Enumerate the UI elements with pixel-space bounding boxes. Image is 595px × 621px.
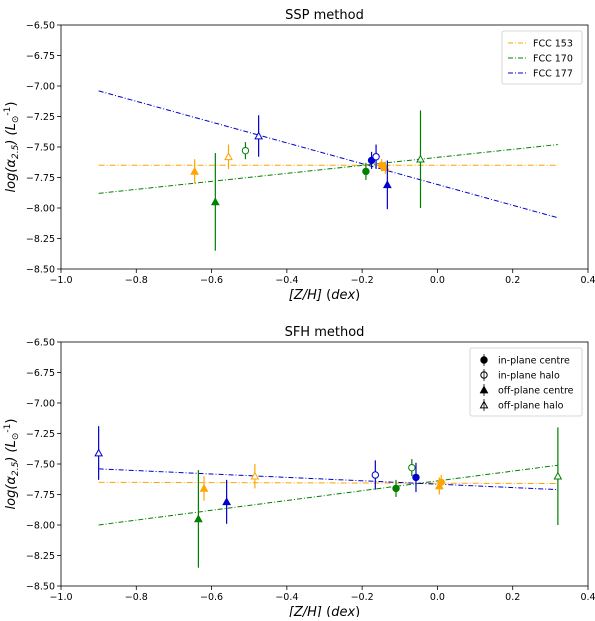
x-tick-label: −0.2 <box>351 592 374 603</box>
y-tick-label: −8.50 <box>26 582 55 593</box>
fit-line <box>98 481 558 485</box>
data-point <box>382 180 392 189</box>
y-tick-label: −7.25 <box>26 429 55 440</box>
y-tick-label: −8.50 <box>26 265 55 276</box>
data-point <box>199 483 209 492</box>
y-tick-label: −7.75 <box>26 490 55 501</box>
y-tick-label: −7.00 <box>26 399 55 410</box>
x-tick-label: 0.0 <box>430 275 445 286</box>
data-point <box>371 471 380 479</box>
chart-title: SSP method <box>285 8 364 23</box>
fit-line <box>98 90 559 219</box>
x-tick-label: −1.0 <box>49 592 72 603</box>
legend-box <box>501 30 583 85</box>
x-tick-label: −1.0 <box>49 275 72 286</box>
y-tick-label: −7.50 <box>26 143 55 154</box>
x-axis-label: [Z/H] (dex) <box>289 288 360 303</box>
data-point <box>224 152 233 161</box>
y-tick-label: −6.75 <box>26 368 55 379</box>
data-point <box>94 448 104 457</box>
y-tick-label: −8.25 <box>26 551 55 562</box>
chart-panel-2: SFH method −1.0 −0.8 −0.6 −0.4 −0.2 0.0 0.2 0.4 −… <box>3 325 595 620</box>
legend-label: off-plane halo <box>498 401 564 412</box>
y-tick-label: −8.00 <box>26 204 55 215</box>
y-tick-label: −6.50 <box>26 338 55 349</box>
x-tick-label: −0.4 <box>275 275 298 286</box>
y-tick-label: −6.75 <box>26 51 55 62</box>
x-tick-label: 0.2 <box>505 275 520 286</box>
x-tick-label: 0.2 <box>505 592 520 603</box>
legend-label: in-plane halo <box>498 371 560 382</box>
legend-label: FCC 177 <box>533 69 573 80</box>
data-point <box>254 131 263 140</box>
x-tick-label: −0.2 <box>351 275 374 286</box>
data-point <box>437 478 445 486</box>
legend-label: off-plane centre <box>498 386 574 397</box>
data-point <box>194 514 203 523</box>
x-tick-label: −0.6 <box>200 275 223 286</box>
data-point <box>372 153 380 161</box>
data-point <box>392 484 400 493</box>
y-tick-label: −7.25 <box>26 112 55 123</box>
legend-label: FCC 153 <box>533 39 573 50</box>
y-tick-label: −8.25 <box>26 234 55 245</box>
data-point <box>412 473 420 482</box>
x-tick-label: 0.0 <box>430 592 445 603</box>
x-axis-label: [Z/H] (dex) <box>289 605 360 617</box>
fit-line <box>98 144 558 194</box>
data-point <box>416 154 425 163</box>
y-tick-label: −8.00 <box>26 521 55 532</box>
y-tick-label: −7.75 <box>26 173 55 184</box>
x-tick-label: 0.4 <box>580 275 595 286</box>
data-point <box>241 146 250 155</box>
chart-panel-1: SSP method −1.0 −0.8 −0.6 −0.4 −0.2 0.0 0.2 0.4 −… <box>3 8 595 303</box>
x-tick-label: −0.8 <box>125 592 148 603</box>
fit-line <box>98 464 558 526</box>
data-point <box>362 167 370 176</box>
data-point <box>553 471 563 480</box>
y-axis-label: log(α2.5) (L⊙-1) <box>3 102 21 193</box>
legend-label: FCC 170 <box>533 54 573 65</box>
y-tick-label: −6.50 <box>26 21 55 32</box>
x-tick-label: −0.6 <box>200 592 223 603</box>
data-point <box>378 161 386 170</box>
x-tick-label: −0.4 <box>275 592 298 603</box>
chart-title: SFH method <box>285 325 365 340</box>
legend-box <box>469 347 583 417</box>
x-tick-label: −0.8 <box>125 275 148 286</box>
data-point <box>210 197 220 206</box>
y-tick-label: −7.00 <box>26 82 55 93</box>
data-point <box>250 471 260 480</box>
data-point <box>408 463 416 472</box>
data-point <box>222 497 231 506</box>
y-axis-label: log(α2.5) (L⊙-1) <box>3 419 21 510</box>
x-tick-label: 0.4 <box>580 592 595 603</box>
y-tick-label: −7.50 <box>26 460 55 471</box>
legend-label: in-plane centre <box>498 356 570 367</box>
data-point <box>190 166 200 175</box>
fit-line <box>98 468 558 491</box>
